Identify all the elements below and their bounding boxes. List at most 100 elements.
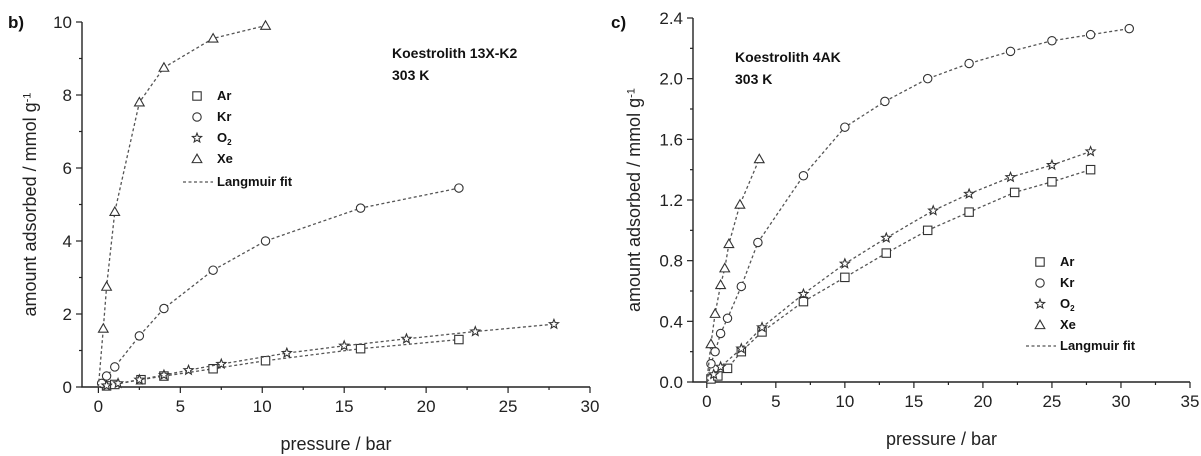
data-point — [922, 225, 933, 236]
series-ar — [98, 334, 464, 391]
data-point — [208, 265, 218, 275]
data-point — [100, 379, 113, 391]
legend-label: Xe — [1060, 317, 1076, 332]
data-point — [881, 248, 892, 258]
data-point — [207, 32, 219, 43]
data-point — [215, 357, 228, 370]
langmuir-fit-line — [706, 158, 760, 383]
series-kr — [96, 183, 464, 389]
langmuir-fit-line — [706, 169, 1091, 383]
data-point — [715, 328, 726, 339]
y-tick-label: 0 — [63, 378, 72, 397]
series-kr — [706, 23, 1135, 383]
data-point — [1084, 145, 1097, 157]
y-tick-label: 10 — [53, 13, 72, 32]
data-point — [157, 368, 170, 381]
data-point — [922, 73, 933, 84]
data-point — [547, 317, 560, 330]
data-point — [110, 362, 120, 372]
y-tick-label: 0.8 — [659, 252, 683, 271]
legend-marker — [1034, 319, 1046, 330]
series-o2 — [706, 145, 1097, 383]
data-point — [1005, 46, 1016, 57]
data-point — [753, 153, 766, 164]
data-point — [714, 360, 727, 372]
data-point — [260, 236, 271, 246]
data-point — [797, 287, 810, 300]
y-tick-label: 8 — [63, 86, 72, 105]
data-point — [840, 122, 850, 132]
data-point — [734, 198, 746, 209]
data-point — [1009, 187, 1020, 198]
x-tick-label: 0 — [94, 397, 103, 416]
legend-label: Xe — [217, 151, 233, 166]
data-point — [208, 363, 218, 374]
legend-label: O2 — [217, 130, 232, 147]
data-point — [159, 303, 169, 314]
x-tick-label: 5 — [771, 392, 780, 411]
y-axis-title: amount adsorbed / mmol g-1 — [624, 88, 644, 312]
legend-marker — [1033, 297, 1047, 310]
y-tick-label: 0.4 — [659, 312, 683, 331]
data-point — [927, 204, 940, 216]
y-tick-label: 4 — [63, 232, 72, 251]
data-point — [158, 61, 170, 72]
legend-label: Kr — [1060, 275, 1074, 290]
data-point — [1047, 177, 1057, 187]
data-point — [723, 238, 735, 249]
x-tick-label: 5 — [176, 397, 185, 416]
data-point — [338, 339, 351, 351]
panel-label: b) — [8, 13, 24, 32]
legend-label: Kr — [217, 109, 231, 124]
sample-annotation: Koestrolith 4AK — [735, 49, 841, 65]
x-tick-label: 30 — [1112, 392, 1131, 411]
data-point — [280, 346, 293, 359]
legend-marker — [191, 153, 203, 164]
x-tick-label: 25 — [499, 397, 518, 416]
data-point — [112, 377, 125, 389]
data-point — [1047, 35, 1057, 46]
y-tick-label: 2.4 — [659, 9, 683, 28]
langmuir-fit-line — [706, 150, 1091, 383]
data-point — [709, 307, 721, 318]
langmuir-fit-line — [97, 24, 266, 388]
legend-marker — [1035, 278, 1045, 288]
langmuir-fit-line — [706, 27, 1130, 383]
legend: Ar Kr O2 Xe Langmuir fit — [1026, 254, 1136, 353]
data-point — [97, 322, 110, 333]
chart-panel-c: 0 5 10 15 20 25 30 35 0.0 0.4 0.8 1.2 1.6 2.0 2.4 press… — [611, 9, 1199, 449]
data-point — [454, 183, 464, 193]
x-tick-label: 20 — [417, 397, 436, 416]
y-tick-label: 1.6 — [659, 130, 683, 149]
y-axis-title: amount adsorbed / mmol g-1 — [20, 92, 40, 316]
x-tick-label: 10 — [835, 392, 854, 411]
x-tick-label: 25 — [1042, 392, 1061, 411]
legend-marker — [192, 112, 202, 122]
x-tick-label: 35 — [1181, 392, 1200, 411]
data-point — [840, 272, 850, 283]
data-point — [182, 363, 195, 376]
data-point — [798, 296, 809, 307]
data-point — [1004, 170, 1017, 183]
x-tick-label: 10 — [253, 397, 272, 416]
data-point — [133, 373, 146, 385]
data-point — [1124, 23, 1135, 34]
x-tick-label: 20 — [973, 392, 992, 411]
legend-marker — [1035, 257, 1045, 267]
data-point — [736, 281, 747, 292]
data-point — [798, 170, 809, 181]
data-point — [756, 321, 769, 333]
y-tick-label: 0.0 — [659, 373, 683, 392]
data-point — [880, 231, 893, 244]
data-point — [705, 338, 717, 349]
legend-marker — [192, 91, 202, 101]
data-point — [1045, 158, 1058, 171]
data-point — [718, 262, 731, 273]
data-point — [400, 332, 413, 344]
series-xe — [705, 153, 766, 383]
legend-label: Ar — [1060, 254, 1074, 269]
data-point — [964, 58, 974, 69]
data-point — [100, 280, 113, 291]
data-point — [706, 359, 716, 369]
x-tick-label: 30 — [581, 397, 600, 416]
